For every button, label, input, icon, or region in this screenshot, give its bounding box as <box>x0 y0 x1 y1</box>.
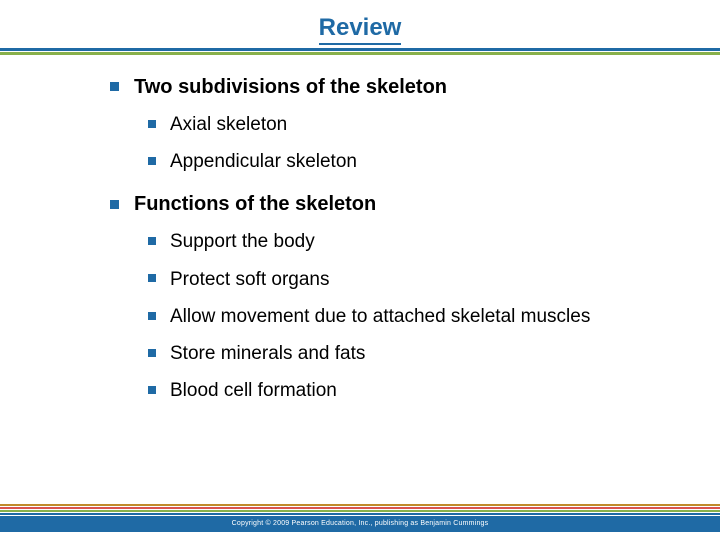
title-wrap: Review <box>0 14 720 45</box>
bullet-text: Protect soft organs <box>170 269 329 290</box>
bullet-text: Axial skeleton <box>170 114 287 135</box>
bullet-text: Support the body <box>170 231 315 252</box>
stripe <box>0 513 720 515</box>
footer-text: Copyright © 2009 Pearson Education, Inc.… <box>232 520 489 527</box>
slide: Review Two subdivisions of the skeleton … <box>0 0 720 540</box>
bullet-icon <box>110 82 119 91</box>
bullet-lvl1: Functions of the skeleton <box>110 193 660 216</box>
bullet-icon <box>110 200 119 209</box>
title-rule-2 <box>0 52 720 55</box>
bullet-icon <box>148 237 156 245</box>
stripe <box>0 510 720 512</box>
stripe <box>0 504 720 506</box>
bullet-lvl2: Allow movement due to attached skeletal … <box>148 305 660 328</box>
slide-title: Review <box>319 14 402 45</box>
bullet-icon <box>148 386 156 394</box>
bullet-icon <box>148 157 156 165</box>
content-area: Two subdivisions of the skeleton Axial s… <box>110 70 660 416</box>
bullet-text: Functions of the skeleton <box>134 193 376 215</box>
bullet-lvl2: Blood cell formation <box>148 379 660 402</box>
bullet-text: Appendicular skeleton <box>170 151 357 172</box>
bullet-text: Two subdivisions of the skeleton <box>134 76 447 98</box>
bullet-text: Blood cell formation <box>170 380 337 401</box>
bullet-lvl2: Appendicular skeleton <box>148 150 660 173</box>
footer-bar: Copyright © 2009 Pearson Education, Inc.… <box>0 516 720 532</box>
bullet-lvl2: Protect soft organs <box>148 268 660 291</box>
stripe <box>0 507 720 509</box>
bullet-icon <box>148 349 156 357</box>
bullet-text: Store minerals and fats <box>170 343 365 364</box>
bullet-icon <box>148 274 156 282</box>
bullet-icon <box>148 120 156 128</box>
bullet-text: Allow movement due to attached skeletal … <box>170 306 590 327</box>
bullet-icon <box>148 312 156 320</box>
bullet-lvl2: Axial skeleton <box>148 113 660 136</box>
title-rule-1 <box>0 48 720 51</box>
bullet-lvl2: Store minerals and fats <box>148 342 660 365</box>
bullet-lvl2: Support the body <box>148 230 660 253</box>
bullet-lvl1: Two subdivisions of the skeleton <box>110 76 660 99</box>
footer-stripes <box>0 504 720 516</box>
